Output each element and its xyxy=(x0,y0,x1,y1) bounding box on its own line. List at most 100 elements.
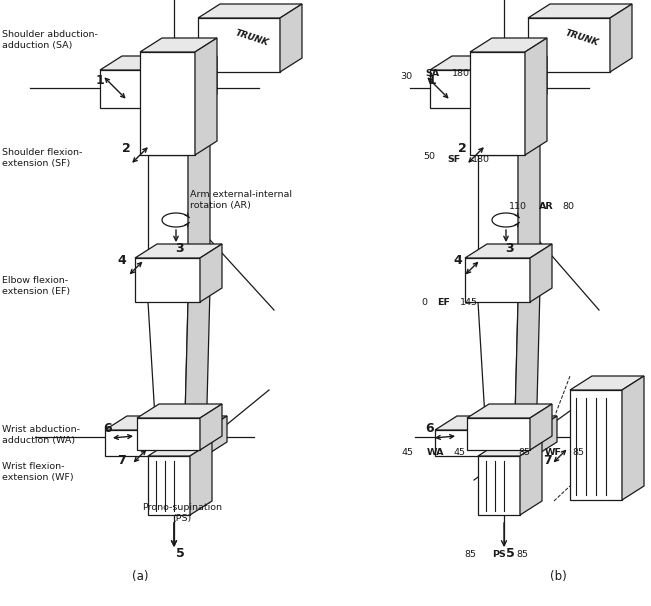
Polygon shape xyxy=(190,442,212,515)
Text: WF: WF xyxy=(545,448,562,457)
Polygon shape xyxy=(525,38,547,155)
Polygon shape xyxy=(188,141,210,258)
Text: 85: 85 xyxy=(516,550,528,559)
Polygon shape xyxy=(478,288,540,302)
Polygon shape xyxy=(100,56,217,70)
Polygon shape xyxy=(525,56,547,108)
Text: 7: 7 xyxy=(118,453,126,467)
Polygon shape xyxy=(435,416,557,430)
Polygon shape xyxy=(530,244,552,302)
Polygon shape xyxy=(105,416,227,430)
Text: (PS): (PS) xyxy=(173,514,191,523)
Text: 0: 0 xyxy=(421,298,427,307)
Polygon shape xyxy=(435,430,535,456)
Text: 6: 6 xyxy=(104,422,113,435)
Text: 6: 6 xyxy=(426,422,434,435)
Polygon shape xyxy=(518,141,540,258)
Polygon shape xyxy=(195,38,217,155)
Text: 180: 180 xyxy=(472,155,490,164)
Polygon shape xyxy=(148,302,188,418)
Text: 3: 3 xyxy=(506,242,514,255)
Text: Elbow flexion-: Elbow flexion- xyxy=(2,276,68,285)
Text: Wrist abduction-: Wrist abduction- xyxy=(2,425,80,434)
Text: SA: SA xyxy=(425,69,439,78)
Text: 180: 180 xyxy=(452,69,470,78)
Polygon shape xyxy=(148,155,188,258)
Polygon shape xyxy=(515,288,540,418)
Polygon shape xyxy=(148,456,190,515)
Text: 4: 4 xyxy=(454,253,462,267)
Text: extension (WF): extension (WF) xyxy=(2,473,74,482)
Text: EF: EF xyxy=(437,298,450,307)
Polygon shape xyxy=(148,141,210,155)
Polygon shape xyxy=(198,4,302,18)
Text: 5: 5 xyxy=(506,547,514,560)
Polygon shape xyxy=(135,244,222,258)
Text: (a): (a) xyxy=(132,570,148,583)
Text: adduction (SA): adduction (SA) xyxy=(2,41,72,50)
Polygon shape xyxy=(100,70,195,108)
Text: 3: 3 xyxy=(176,242,184,255)
Polygon shape xyxy=(105,430,205,456)
Polygon shape xyxy=(467,404,552,418)
Text: extension (SF): extension (SF) xyxy=(2,159,70,168)
Polygon shape xyxy=(205,416,227,456)
Text: Prono-supination: Prono-supination xyxy=(142,503,222,512)
Text: 145: 145 xyxy=(460,298,478,307)
Polygon shape xyxy=(140,52,195,155)
Text: 30: 30 xyxy=(400,72,412,81)
Polygon shape xyxy=(148,288,210,302)
Polygon shape xyxy=(465,258,530,302)
Text: 110: 110 xyxy=(509,202,527,211)
Polygon shape xyxy=(198,18,280,72)
Polygon shape xyxy=(528,4,632,18)
Polygon shape xyxy=(135,258,200,302)
Polygon shape xyxy=(478,141,540,155)
Polygon shape xyxy=(148,442,212,456)
Text: 50: 50 xyxy=(423,152,435,161)
Text: WA: WA xyxy=(427,448,445,457)
Text: 7: 7 xyxy=(544,453,553,467)
Text: 4: 4 xyxy=(118,253,126,267)
Text: rotation (AR): rotation (AR) xyxy=(190,201,251,210)
Polygon shape xyxy=(200,244,222,302)
Polygon shape xyxy=(470,52,525,155)
Polygon shape xyxy=(140,38,217,52)
Text: TRUNK: TRUNK xyxy=(234,28,270,48)
Text: Shoulder flexion-: Shoulder flexion- xyxy=(2,148,83,157)
Polygon shape xyxy=(570,390,622,500)
Polygon shape xyxy=(622,376,644,500)
Text: 85: 85 xyxy=(464,550,476,559)
Text: 80: 80 xyxy=(562,202,574,211)
Text: 1: 1 xyxy=(428,73,436,87)
Text: 85: 85 xyxy=(572,448,584,457)
Polygon shape xyxy=(200,404,222,450)
Polygon shape xyxy=(610,4,632,72)
Polygon shape xyxy=(570,376,644,390)
Text: PS: PS xyxy=(492,550,506,559)
Text: extension (EF): extension (EF) xyxy=(2,287,70,296)
Polygon shape xyxy=(530,404,552,450)
Polygon shape xyxy=(478,442,542,456)
Polygon shape xyxy=(137,418,200,450)
Text: adduction (WA): adduction (WA) xyxy=(2,436,75,445)
Text: (b): (b) xyxy=(549,570,566,583)
Polygon shape xyxy=(280,4,302,72)
Text: 2: 2 xyxy=(122,141,130,155)
Text: Arm external-internal: Arm external-internal xyxy=(190,190,292,199)
Text: 1: 1 xyxy=(96,73,104,87)
Polygon shape xyxy=(528,18,610,72)
Text: SF: SF xyxy=(447,155,460,164)
Polygon shape xyxy=(470,38,547,52)
Polygon shape xyxy=(137,404,222,418)
Text: 45: 45 xyxy=(401,448,413,457)
Polygon shape xyxy=(185,288,210,418)
Polygon shape xyxy=(478,456,520,515)
Text: AR: AR xyxy=(539,202,553,211)
Polygon shape xyxy=(535,416,557,456)
Polygon shape xyxy=(478,302,518,418)
Text: 5: 5 xyxy=(176,547,184,560)
Polygon shape xyxy=(467,418,530,450)
Polygon shape xyxy=(465,244,552,258)
Text: 85: 85 xyxy=(518,448,530,457)
